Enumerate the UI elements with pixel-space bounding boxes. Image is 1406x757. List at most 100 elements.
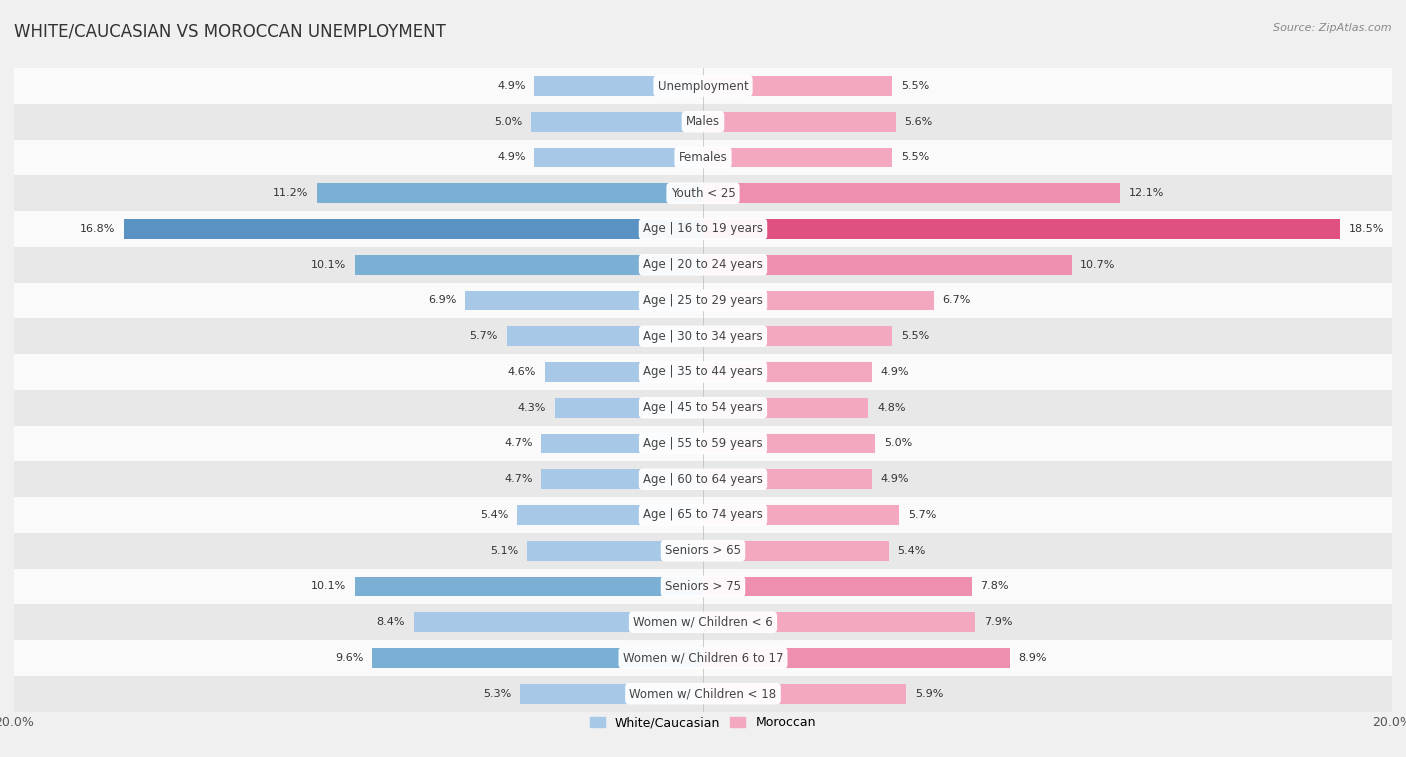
Text: 5.0%: 5.0% xyxy=(884,438,912,448)
Text: Source: ZipAtlas.com: Source: ZipAtlas.com xyxy=(1274,23,1392,33)
Text: 5.7%: 5.7% xyxy=(470,332,498,341)
Bar xyxy=(14,425,1392,461)
Text: 4.6%: 4.6% xyxy=(508,367,536,377)
Bar xyxy=(534,76,703,96)
Text: 10.1%: 10.1% xyxy=(311,581,346,591)
Text: 6.7%: 6.7% xyxy=(942,295,970,306)
Text: 8.4%: 8.4% xyxy=(377,617,405,628)
Text: 4.7%: 4.7% xyxy=(503,474,533,484)
Bar xyxy=(124,220,703,238)
Bar xyxy=(14,104,1392,139)
Text: 4.8%: 4.8% xyxy=(877,403,905,413)
Text: Youth < 25: Youth < 25 xyxy=(671,187,735,200)
Text: Women w/ Children 6 to 17: Women w/ Children 6 to 17 xyxy=(623,652,783,665)
Text: Women w/ Children < 18: Women w/ Children < 18 xyxy=(630,687,776,700)
Bar xyxy=(373,648,703,668)
Text: 5.5%: 5.5% xyxy=(901,152,929,163)
Text: 4.9%: 4.9% xyxy=(880,474,908,484)
Text: 16.8%: 16.8% xyxy=(80,224,115,234)
Bar xyxy=(703,112,896,132)
Bar xyxy=(703,183,1119,203)
Bar xyxy=(356,577,703,597)
Bar xyxy=(14,247,1392,282)
Bar xyxy=(356,255,703,275)
Bar xyxy=(465,291,703,310)
Bar xyxy=(544,362,703,382)
Bar xyxy=(517,505,703,525)
Text: 4.7%: 4.7% xyxy=(503,438,533,448)
Bar xyxy=(14,461,1392,497)
Bar xyxy=(534,148,703,167)
Bar xyxy=(506,326,703,346)
Bar xyxy=(14,569,1392,604)
Text: Age | 20 to 24 years: Age | 20 to 24 years xyxy=(643,258,763,271)
Text: 5.1%: 5.1% xyxy=(491,546,519,556)
Text: Age | 35 to 44 years: Age | 35 to 44 years xyxy=(643,366,763,378)
Text: Seniors > 75: Seniors > 75 xyxy=(665,580,741,593)
Text: Age | 16 to 19 years: Age | 16 to 19 years xyxy=(643,223,763,235)
Bar xyxy=(703,684,907,703)
Text: 8.9%: 8.9% xyxy=(1018,653,1046,663)
Text: Women w/ Children < 6: Women w/ Children < 6 xyxy=(633,615,773,629)
Bar xyxy=(703,148,893,167)
Text: 12.1%: 12.1% xyxy=(1129,188,1164,198)
Bar xyxy=(520,684,703,703)
Text: Age | 65 to 74 years: Age | 65 to 74 years xyxy=(643,509,763,522)
Bar xyxy=(703,220,1340,238)
Bar xyxy=(14,604,1392,640)
Bar xyxy=(14,68,1392,104)
Bar xyxy=(703,469,872,489)
Text: 4.9%: 4.9% xyxy=(498,152,526,163)
Bar xyxy=(14,282,1392,319)
Bar xyxy=(413,612,703,632)
Bar xyxy=(541,434,703,453)
Bar xyxy=(318,183,703,203)
Text: Age | 30 to 34 years: Age | 30 to 34 years xyxy=(643,330,763,343)
Bar xyxy=(703,541,889,560)
Bar xyxy=(703,76,893,96)
Bar xyxy=(703,291,934,310)
Text: 5.5%: 5.5% xyxy=(901,332,929,341)
Bar xyxy=(703,505,900,525)
Bar xyxy=(703,362,872,382)
Text: 7.9%: 7.9% xyxy=(984,617,1012,628)
Text: Age | 25 to 29 years: Age | 25 to 29 years xyxy=(643,294,763,307)
Bar xyxy=(703,612,976,632)
Bar xyxy=(531,112,703,132)
Text: Females: Females xyxy=(679,151,727,164)
Bar xyxy=(555,398,703,418)
Text: 7.8%: 7.8% xyxy=(980,581,1008,591)
Text: 5.6%: 5.6% xyxy=(904,117,932,126)
Text: Unemployment: Unemployment xyxy=(658,79,748,92)
Text: Males: Males xyxy=(686,115,720,128)
Text: 18.5%: 18.5% xyxy=(1348,224,1385,234)
Text: 5.0%: 5.0% xyxy=(494,117,522,126)
Bar xyxy=(14,354,1392,390)
Text: 5.4%: 5.4% xyxy=(479,510,509,520)
Text: WHITE/CAUCASIAN VS MOROCCAN UNEMPLOYMENT: WHITE/CAUCASIAN VS MOROCCAN UNEMPLOYMENT xyxy=(14,23,446,41)
Bar xyxy=(14,676,1392,712)
Bar xyxy=(14,319,1392,354)
Bar xyxy=(14,390,1392,425)
Text: 5.5%: 5.5% xyxy=(901,81,929,91)
Text: Seniors > 65: Seniors > 65 xyxy=(665,544,741,557)
Bar xyxy=(541,469,703,489)
Text: 5.3%: 5.3% xyxy=(484,689,512,699)
Text: 4.9%: 4.9% xyxy=(498,81,526,91)
Text: 6.9%: 6.9% xyxy=(429,295,457,306)
Text: Age | 60 to 64 years: Age | 60 to 64 years xyxy=(643,472,763,486)
Bar xyxy=(14,139,1392,176)
Bar xyxy=(703,255,1071,275)
Text: Age | 45 to 54 years: Age | 45 to 54 years xyxy=(643,401,763,414)
Bar xyxy=(14,211,1392,247)
Text: 10.1%: 10.1% xyxy=(311,260,346,269)
Text: 11.2%: 11.2% xyxy=(273,188,308,198)
Bar xyxy=(703,434,875,453)
Text: 5.9%: 5.9% xyxy=(915,689,943,699)
Bar xyxy=(703,648,1010,668)
Text: 4.9%: 4.9% xyxy=(880,367,908,377)
Bar xyxy=(703,398,869,418)
Bar xyxy=(703,326,893,346)
Bar xyxy=(703,577,972,597)
Text: 10.7%: 10.7% xyxy=(1080,260,1115,269)
